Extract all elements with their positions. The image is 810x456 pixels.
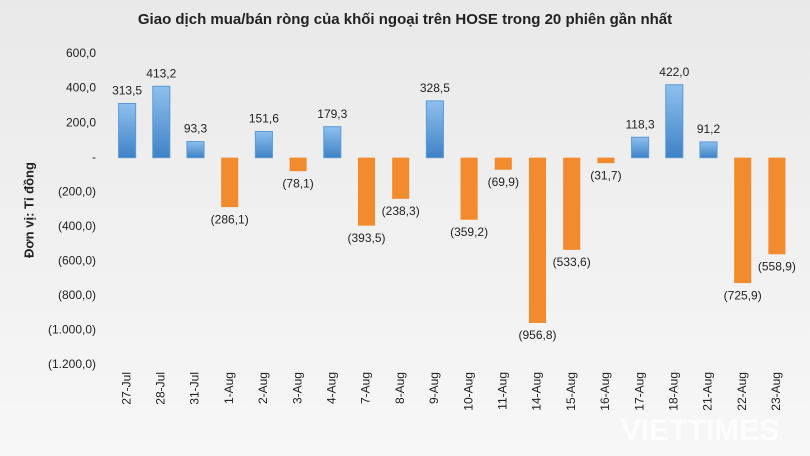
x-tick-label: 15-Aug	[564, 372, 578, 411]
data-label: 91,2	[697, 122, 721, 136]
bar	[289, 157, 307, 172]
bar	[734, 157, 752, 284]
bar	[357, 157, 376, 226]
y-tick-label: (800,0)	[58, 288, 96, 302]
bar	[528, 157, 547, 323]
bar	[563, 157, 581, 250]
data-label: 313,5	[112, 84, 142, 98]
data-label: (78,1)	[282, 176, 313, 190]
x-tick-label: 7-Aug	[359, 372, 373, 404]
data-label: 151,6	[249, 112, 279, 126]
y-tick-label: (1.000,0)	[48, 323, 96, 337]
bar	[494, 157, 512, 170]
data-label: (286,1)	[211, 212, 249, 226]
bar	[118, 103, 137, 159]
x-tick-label: 9-Aug	[427, 372, 441, 404]
bar	[460, 157, 478, 220]
data-label: 93,3	[184, 122, 208, 136]
data-label: (31,7)	[590, 168, 621, 182]
x-tick-label: 17-Aug	[632, 372, 646, 411]
x-tick-label: 31-Jul	[188, 372, 202, 405]
y-tick-label: 600,0	[66, 46, 96, 60]
data-label: (359,2)	[450, 225, 488, 239]
x-tick-label: 28-Jul	[153, 372, 167, 405]
bar	[152, 85, 171, 159]
x-tick-label: 10-Aug	[461, 372, 475, 411]
x-tick-label: 14-Aug	[530, 372, 544, 411]
data-label: (956,8)	[518, 328, 556, 342]
x-tick-label: 21-Aug	[701, 372, 715, 411]
y-tick-label: (400,0)	[58, 219, 96, 233]
y-axis-label: Đơn vị: Tỉ đồng	[21, 162, 36, 258]
bar	[392, 157, 410, 199]
bar	[186, 141, 205, 159]
y-tick-label: 400,0	[66, 81, 96, 95]
chart-title: Giao dịch mua/bán ròng của khối ngoại tr…	[138, 11, 672, 28]
x-tick-label: 18-Aug	[666, 372, 680, 411]
x-tick-label: 2-Aug	[256, 372, 270, 404]
x-tick-label: 4-Aug	[324, 372, 338, 404]
x-tick-label: 8-Aug	[393, 372, 407, 404]
data-label: 328,5	[420, 81, 450, 95]
x-tick-label: 23-Aug	[769, 372, 783, 411]
x-tick-label: 1-Aug	[222, 372, 236, 404]
data-label: 413,2	[146, 66, 176, 80]
x-tick-label: 16-Aug	[598, 372, 612, 411]
bar	[665, 84, 684, 159]
data-label: (533,6)	[553, 255, 591, 269]
bar	[425, 100, 444, 159]
data-label: 118,3	[626, 117, 655, 131]
bar	[699, 141, 718, 159]
watermark: VIETTIMES	[621, 414, 779, 447]
bar	[768, 157, 786, 255]
data-label: 422,0	[659, 65, 689, 79]
data-label: (725,9)	[724, 288, 762, 302]
bar	[254, 130, 273, 159]
x-tick-label: 22-Aug	[735, 372, 749, 411]
bar	[323, 126, 342, 159]
x-tick-label: 3-Aug	[290, 372, 304, 404]
data-label: (69,9)	[488, 175, 519, 189]
y-tick-label: (600,0)	[58, 254, 96, 268]
bar	[597, 157, 615, 164]
data-label: (393,5)	[347, 231, 385, 245]
y-tick-label: 200,0	[66, 115, 96, 129]
bar	[221, 157, 239, 208]
y-tick-label: (1.200,0)	[48, 357, 96, 371]
y-tick-label: (200,0)	[58, 184, 96, 198]
y-tick-label: -	[92, 150, 96, 164]
x-tick-label: 11-Aug	[495, 372, 509, 410]
data-label: (558,9)	[758, 259, 796, 273]
data-label: 179,3	[317, 107, 347, 121]
data-label: (238,3)	[382, 204, 420, 218]
x-tick-label: 27-Jul	[119, 372, 133, 405]
bar	[631, 136, 650, 159]
